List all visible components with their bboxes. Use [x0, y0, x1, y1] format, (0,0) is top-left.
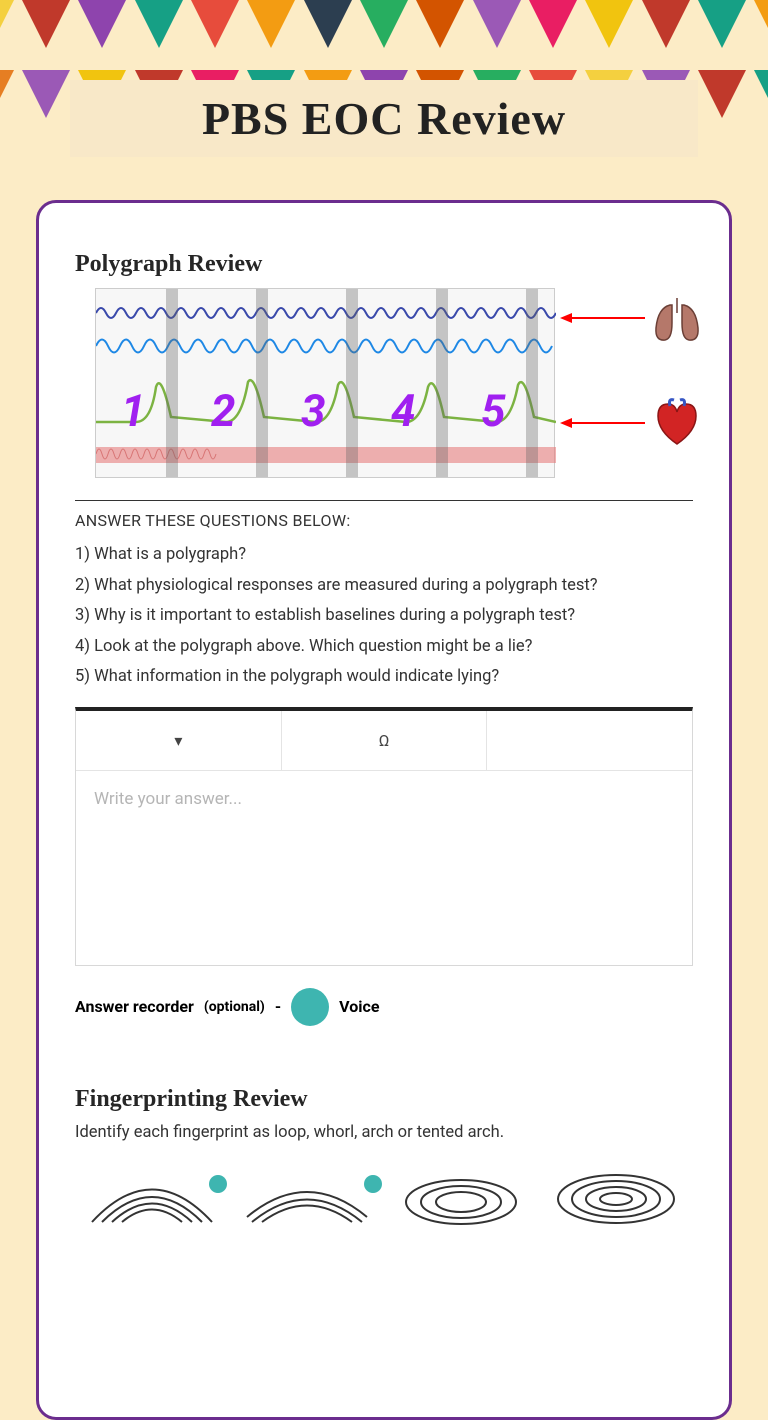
divider: [75, 500, 693, 501]
question-line: 5) What information in the polygraph wou…: [75, 662, 693, 693]
recorder-label: Answer recorder: [75, 997, 194, 1016]
section-fingerprinting: Fingerprinting Review Identify each fing…: [75, 1086, 693, 1227]
fingerprinting-instruction: Identify each fingerprint as loop, whorl…: [75, 1123, 693, 1142]
voice-label: Voice: [339, 997, 379, 1016]
main-card: Polygraph Review 1 2 3 4 5: [36, 200, 732, 1420]
chart-number: 2: [211, 385, 236, 437]
recorder-row: Answer recorder (optional) - Voice: [75, 988, 693, 1026]
arrow-heart: [560, 413, 645, 433]
section-title-polygraph: Polygraph Review: [75, 251, 693, 278]
recorder-dash: -: [275, 997, 281, 1016]
fingerprint-row: [75, 1167, 693, 1227]
voice-record-button[interactable]: [291, 988, 329, 1026]
chart-number: 3: [301, 385, 326, 437]
questions-list: 1) What is a polygraph?2) What physiolog…: [75, 540, 693, 693]
section-polygraph: Polygraph Review 1 2 3 4 5: [75, 251, 693, 1026]
recorder-optional: (optional): [204, 999, 265, 1015]
chart-number: 1: [121, 385, 146, 437]
fingerprint-3: [391, 1167, 531, 1227]
chart-number: 5: [481, 385, 506, 437]
question-line: 2) What physiological responses are meas…: [75, 571, 693, 602]
arrow-lungs: [560, 308, 645, 328]
answer-textarea[interactable]: [76, 771, 692, 961]
chart-number: 4: [391, 385, 416, 437]
wave-cardio: [96, 439, 556, 469]
page-title-bar: PBS EOC Review: [70, 80, 698, 157]
polygraph-chart: 1 2 3 4 5: [95, 288, 555, 478]
editor-toolbar: ▾ Ω: [76, 711, 692, 771]
toolbar-symbol-button[interactable]: Ω: [282, 711, 488, 770]
toolbar-format-dropdown[interactable]: ▾: [76, 711, 282, 770]
questions-header: ANSWER THESE QUESTIONS BELOW:: [75, 511, 693, 530]
fingerprint-marker-icon[interactable]: [209, 1175, 227, 1193]
question-line: 1) What is a polygraph?: [75, 540, 693, 571]
wave-resp2: [96, 331, 556, 361]
answer-editor: ▾ Ω: [75, 707, 693, 966]
heart-icon: [650, 396, 705, 446]
polygraph-figure: 1 2 3 4 5: [75, 288, 693, 488]
fingerprint-4: [546, 1167, 686, 1227]
fingerprint-marker-icon[interactable]: [364, 1175, 382, 1193]
fingerprint-1: [82, 1167, 222, 1227]
page-title: PBS EOC Review: [90, 92, 678, 145]
lungs-icon: [650, 293, 705, 343]
wave-resp1: [96, 301, 556, 326]
section-title-fingerprinting: Fingerprinting Review: [75, 1086, 693, 1113]
toolbar-spacer: [487, 711, 692, 770]
question-line: 3) Why is it important to establish base…: [75, 601, 693, 632]
fingerprint-2: [237, 1167, 377, 1227]
omega-icon: Ω: [379, 731, 390, 750]
question-line: 4) Look at the polygraph above. Which qu…: [75, 632, 693, 663]
caret-down-icon: ▾: [174, 731, 182, 750]
